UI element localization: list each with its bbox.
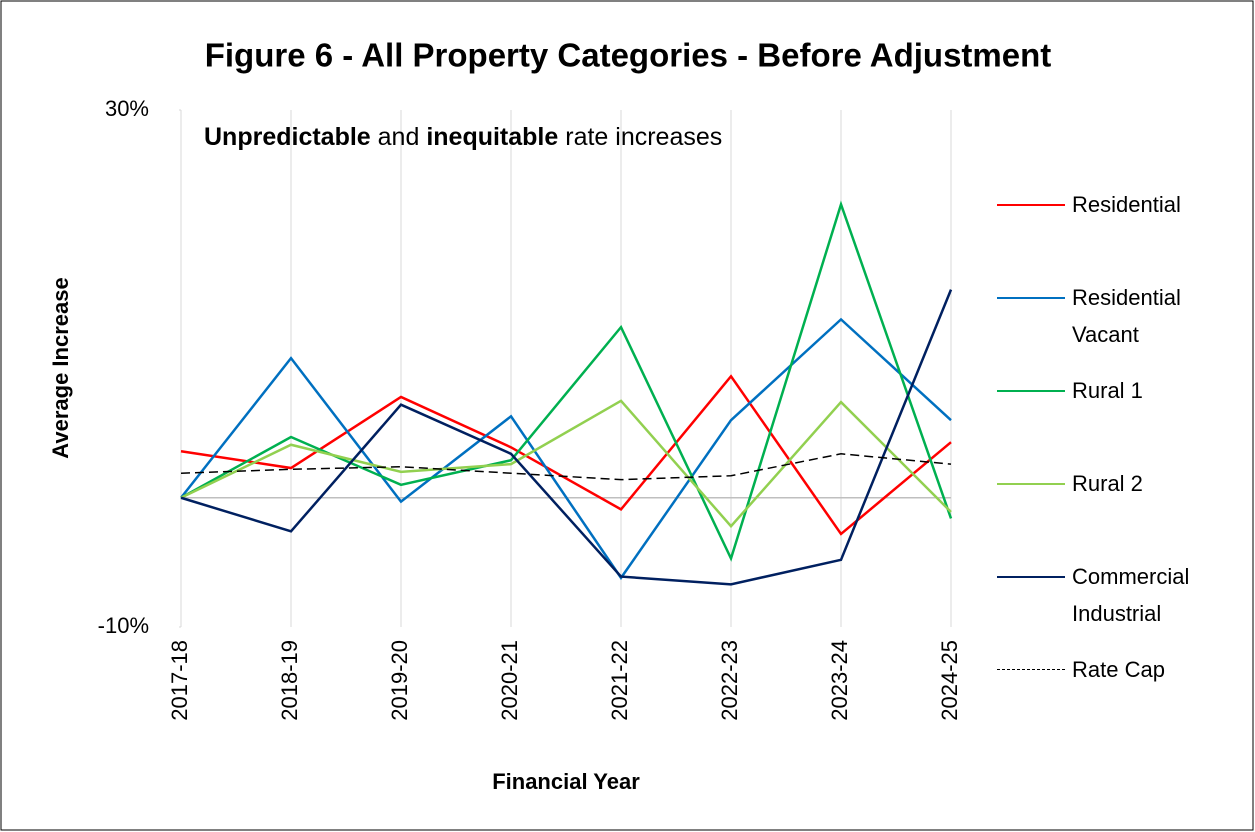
legend-label: Rate Cap (1072, 657, 1165, 682)
legend-item: Residential Vacant (997, 279, 1247, 372)
x-tick-label: 2021-22 (607, 640, 632, 721)
x-tick-label: 2018-19 (277, 640, 302, 721)
legend: Residential Residential Vacant Rural 1 Rura… (997, 186, 1247, 744)
series-line (180, 399, 952, 529)
annotation-part: inequitable (426, 123, 559, 151)
series-line (180, 317, 952, 581)
legend-item: Rate Cap (997, 651, 1247, 744)
legend-item: Residential (997, 186, 1247, 279)
legend-swatch (997, 390, 1065, 392)
y-tick-label: 30% (105, 96, 149, 121)
series-line (180, 200, 953, 562)
legend-item: Rural 2 (997, 465, 1247, 558)
x-tick-label: 2024-25 (937, 640, 962, 721)
series-line (180, 289, 953, 586)
x-tick-label: 2017-18 (167, 640, 192, 721)
legend-swatch (997, 669, 1065, 670)
legend-swatch (997, 204, 1065, 206)
legend-item: Commercial Industrial (997, 558, 1247, 651)
series-line (180, 453, 952, 481)
annotation: Unpredictable and inequitable rate incre… (204, 118, 744, 156)
chart-title: Figure 6 - All Property Categories - Bef… (205, 37, 1052, 74)
annotation-part: and (377, 123, 420, 151)
legend-label: Residential Vacant (1072, 285, 1181, 347)
annotation-part: Unpredictable (204, 123, 371, 151)
x-tick-label: 2020-21 (497, 640, 522, 721)
x-axis-title: Financial Year (492, 769, 640, 794)
legend-label: Rural 2 (1072, 471, 1143, 496)
x-tick-label: 2022-23 (717, 640, 742, 721)
x-tick-label: 2023-24 (827, 640, 852, 721)
legend-label: Residential (1072, 192, 1181, 217)
legend-label: Rural 1 (1072, 378, 1143, 403)
x-tick-label: 2019-20 (387, 640, 412, 721)
annotation-part: rate increases (565, 123, 723, 151)
y-axis-title: Average Increase (48, 277, 73, 458)
legend-item: Rural 1 (997, 372, 1247, 465)
legend-swatch (997, 576, 1065, 578)
legend-swatch (997, 483, 1065, 485)
series-line (180, 374, 952, 536)
y-tick-label: -10% (98, 613, 149, 638)
legend-label: Commercial Industrial (1072, 564, 1190, 626)
legend-swatch (997, 297, 1065, 299)
